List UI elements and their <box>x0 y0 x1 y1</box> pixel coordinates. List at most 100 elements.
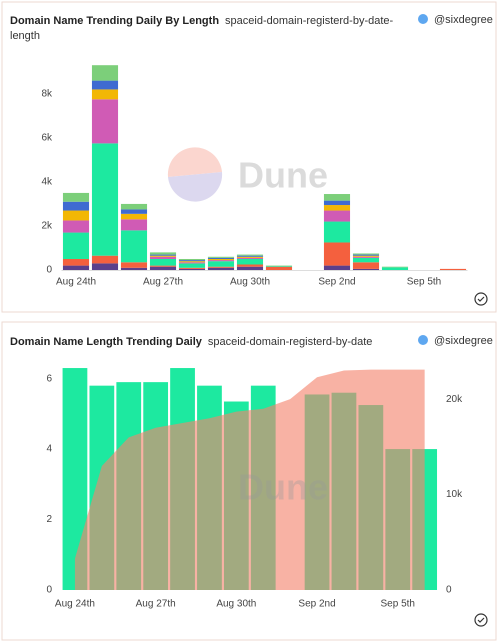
bar-segment <box>323 265 351 270</box>
x-tick-label: Aug 24th <box>55 599 95 610</box>
bar-segment <box>323 221 351 243</box>
bar-segment <box>120 219 148 231</box>
bar-segment <box>120 262 148 268</box>
panel-header: Domain Name Length Trending Daily spaceid… <box>10 335 430 350</box>
y-tick-label: 2 <box>46 514 52 525</box>
y-tick-label: 2k <box>41 221 53 232</box>
bar-segment <box>207 267 235 270</box>
chart-title: Domain Name Trending Daily By Length <box>10 15 220 27</box>
bar-segment <box>91 80 119 90</box>
bar-segment <box>178 263 206 268</box>
bar-segment <box>91 65 119 81</box>
x-tick-label: Sep 5th <box>381 599 415 610</box>
x-tick-label: Aug 27th <box>143 277 183 288</box>
bar-segment <box>352 254 380 256</box>
query-name[interactable]: spaceid-domain-registerd-by-date-length <box>10 15 394 42</box>
y-tick-label: 10k <box>446 489 463 500</box>
bar-segment <box>178 267 206 269</box>
y-tick-label: 0 <box>446 585 452 596</box>
bar-segment <box>236 254 264 256</box>
bar-segment <box>91 255 119 264</box>
bar-segment <box>62 258 90 266</box>
bar-segment <box>236 256 264 258</box>
check-mark <box>477 296 485 302</box>
check-icon[interactable] <box>474 613 488 627</box>
bar-segment <box>352 268 380 270</box>
bar-segment <box>207 258 235 261</box>
bar-segment <box>120 203 148 210</box>
bar-segment <box>265 266 293 267</box>
y-tick-label: 4 <box>46 444 52 455</box>
author[interactable]: @sixdegree <box>418 14 493 26</box>
x-tick-label: Aug 30th <box>216 599 256 610</box>
bar-segment <box>207 266 235 268</box>
bar-segment <box>236 266 264 270</box>
bar-segment <box>91 89 119 100</box>
bar-segment <box>178 261 206 263</box>
bar-segment <box>352 255 380 257</box>
bar-segment <box>323 242 351 266</box>
bar-segment <box>120 213 148 220</box>
bar-segment <box>62 232 90 259</box>
bar-segment <box>149 258 177 266</box>
y-tick-label: 6 <box>46 373 52 384</box>
bar-segment <box>91 143 119 256</box>
bar-segment <box>323 210 351 222</box>
bar-segment <box>91 99 119 144</box>
bar-segment <box>352 253 380 255</box>
bar-segment <box>178 262 206 264</box>
chart-title: Domain Name Length Trending Daily <box>10 336 202 348</box>
bar-segment <box>207 256 235 258</box>
bar-segment <box>62 210 90 221</box>
check-mark <box>477 617 485 623</box>
y-tick-label: 8k <box>41 88 53 99</box>
bar-segment <box>149 254 177 256</box>
bar-segment <box>149 265 177 267</box>
y-tick-label: 4k <box>41 177 53 188</box>
x-tick-label: Sep 2nd <box>298 599 335 610</box>
bar-segment <box>178 268 206 270</box>
area <box>74 369 425 590</box>
bar-segment <box>381 266 409 268</box>
x-tick-label: Aug 27th <box>136 599 176 610</box>
x-tick-label: Sep 5th <box>407 277 441 288</box>
bar-segment <box>62 265 90 270</box>
panel-header: Domain Name Trending Daily By Length spac… <box>10 14 410 44</box>
watermark: Dune <box>238 467 328 508</box>
bar-segment <box>120 267 148 270</box>
bar-segment <box>323 205 351 211</box>
bar-segment <box>207 257 235 259</box>
bar-segment <box>62 220 90 233</box>
bar-segment <box>149 256 177 259</box>
bar-segment <box>149 266 177 270</box>
y-tick-label: 6k <box>41 133 53 144</box>
check-icon[interactable] <box>474 292 488 306</box>
query-name[interactable]: spaceid-domain-registerd-by-date <box>207 336 373 348</box>
bar-segment <box>149 255 177 257</box>
bar-segment <box>352 262 380 269</box>
bar-segment <box>236 264 264 267</box>
bar-segment <box>207 261 235 267</box>
bar-segment <box>62 201 90 211</box>
watermark: Dune <box>238 155 328 196</box>
bar-segment <box>120 209 148 214</box>
author-name[interactable]: @sixdegree <box>434 335 493 347</box>
bar-segment <box>439 268 467 270</box>
y-tick-label: 0 <box>46 265 52 276</box>
bar-segment <box>91 263 119 270</box>
y-tick-label: 20k <box>446 394 463 405</box>
bar-segment <box>352 257 380 263</box>
y-tick-label: 0 <box>46 585 52 596</box>
author-name[interactable]: @sixdegree <box>434 14 493 26</box>
author[interactable]: @sixdegree <box>418 335 493 347</box>
bar-segment <box>236 255 264 257</box>
x-tick-label: Aug 24th <box>56 277 96 288</box>
bar-segment <box>178 258 206 261</box>
bar-segment <box>323 200 351 206</box>
bar-segment <box>236 258 264 265</box>
watermark-logo <box>167 147 223 202</box>
bar-segment <box>381 267 409 270</box>
bar-segment <box>236 257 264 259</box>
